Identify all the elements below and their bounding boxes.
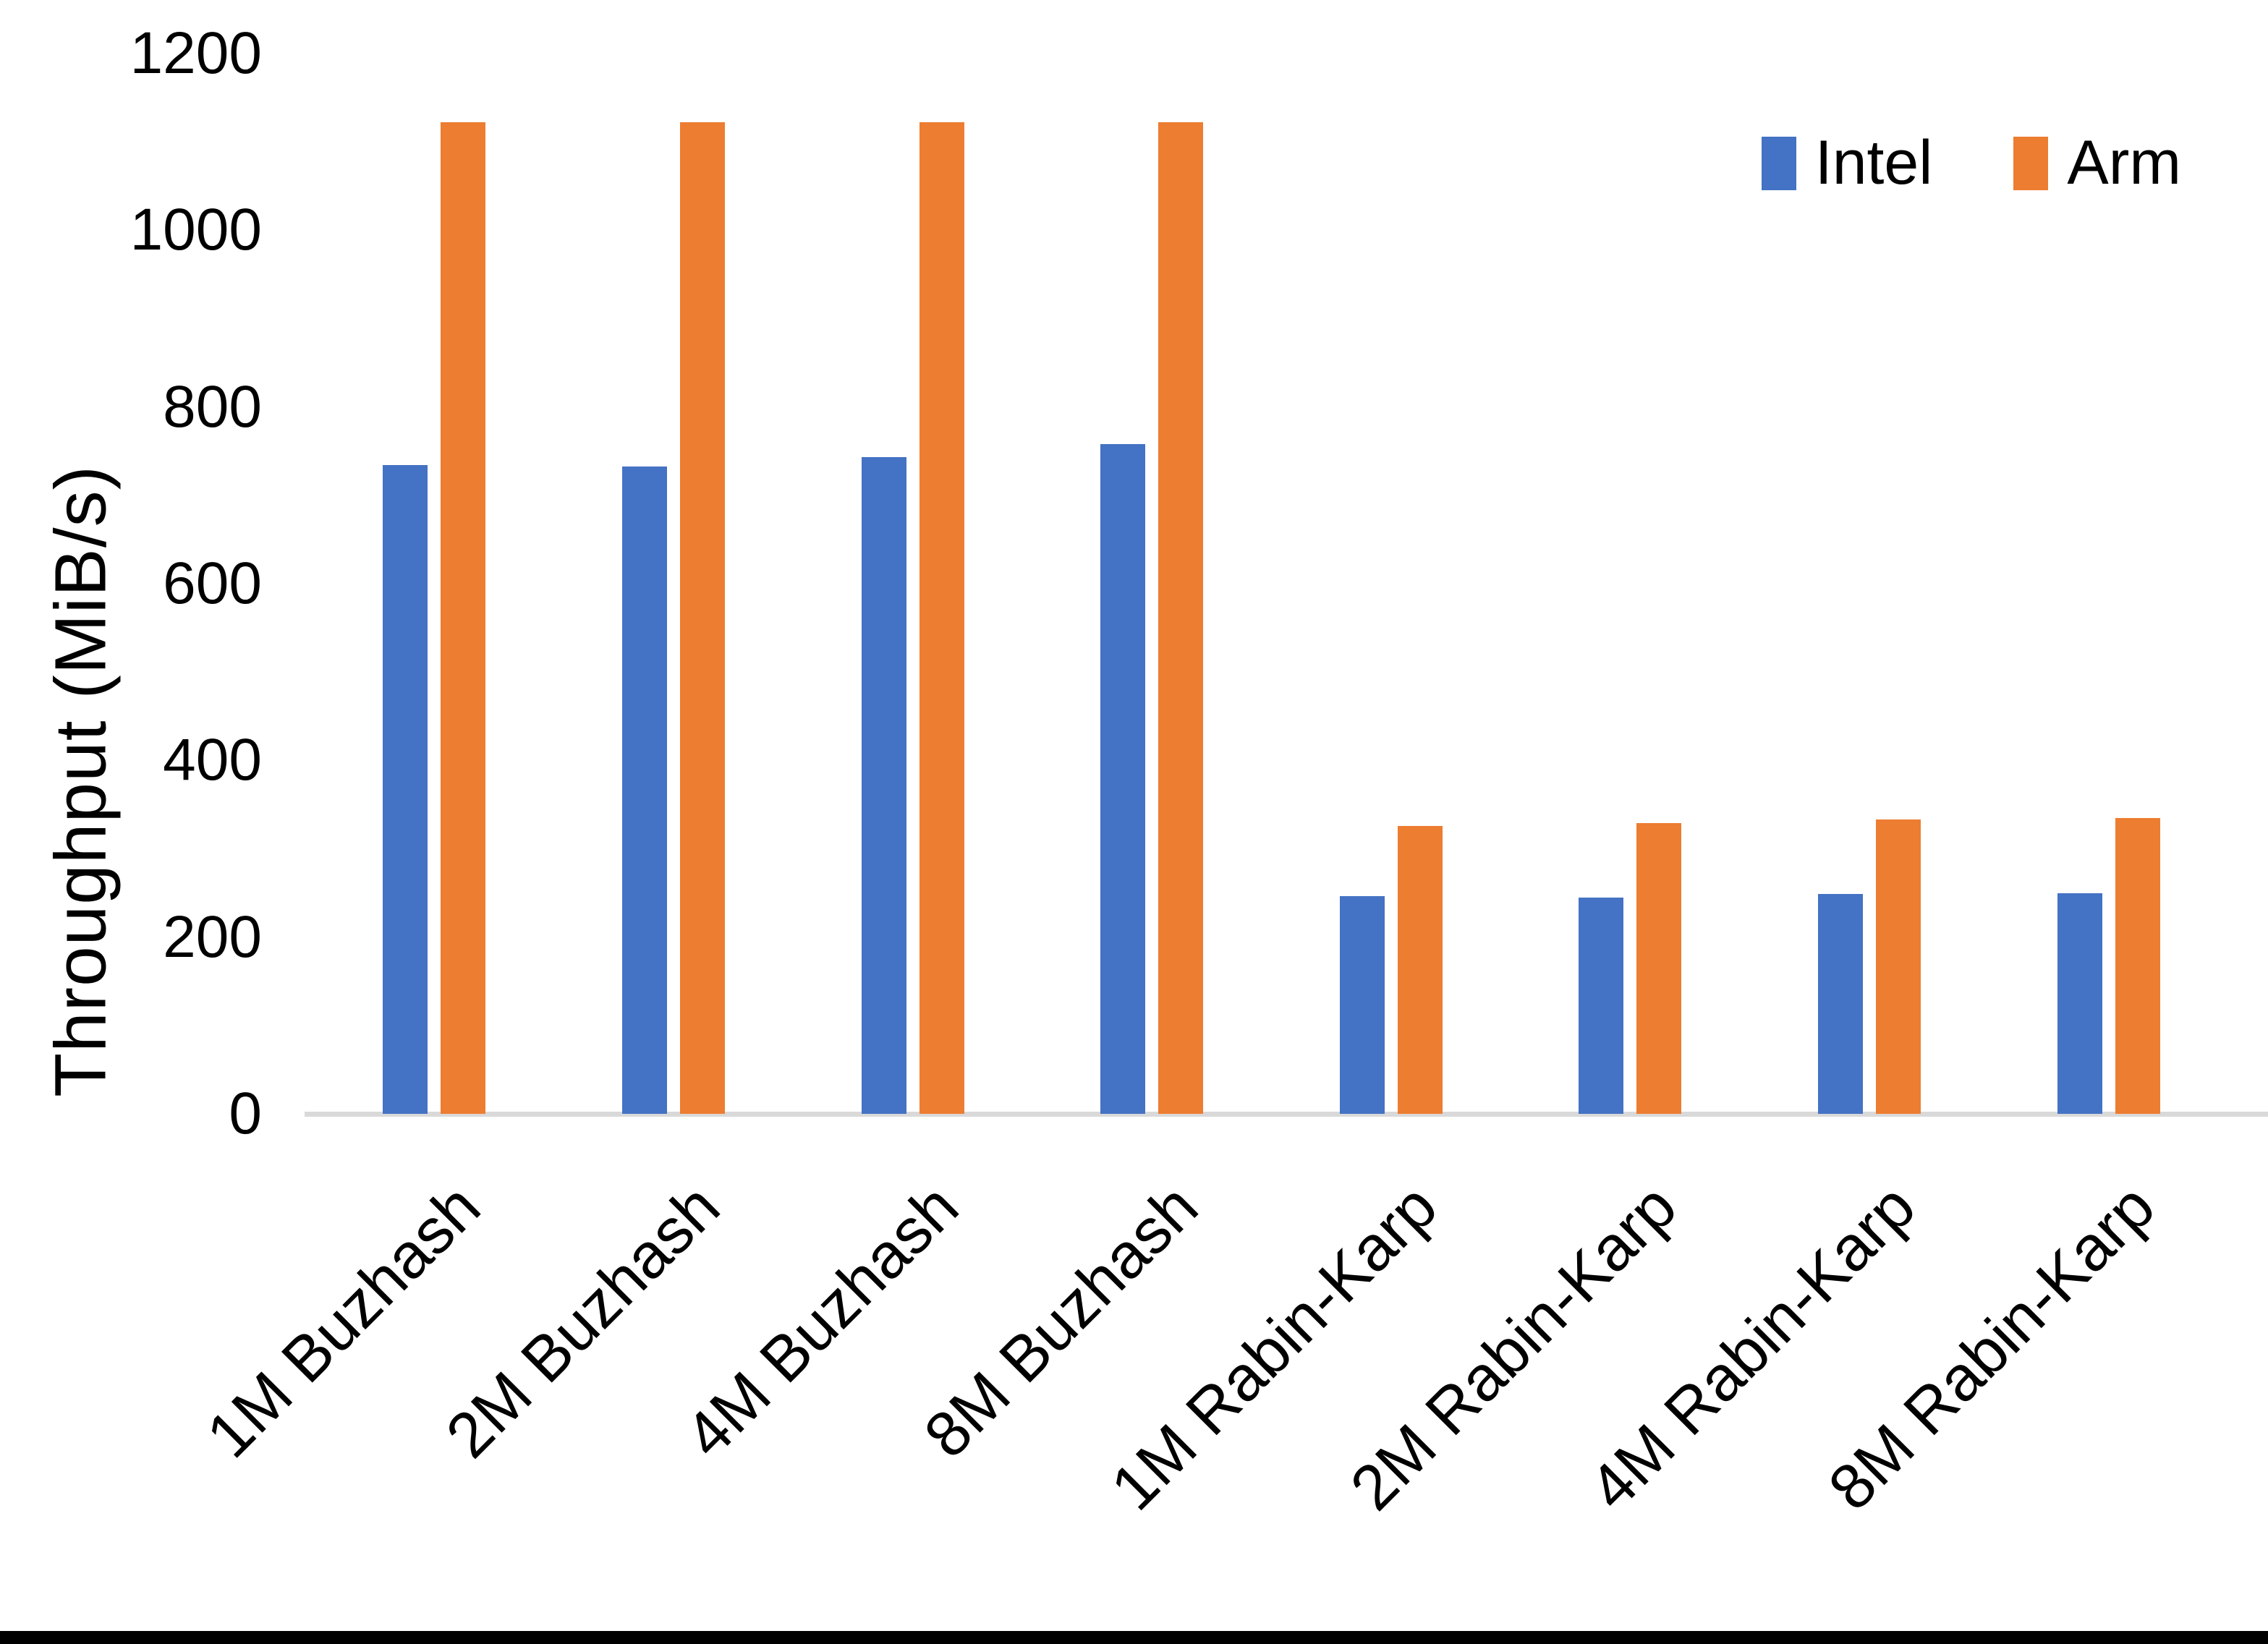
bottom-border-bar — [0, 1631, 2268, 1644]
bar-intel-1m-buzhash — [383, 465, 428, 1114]
legend-swatch-intel — [1761, 136, 1796, 190]
legend-swatch-arm — [2013, 136, 2049, 190]
y-tick-label-1000: 1000 — [129, 197, 262, 263]
bar-arm-1m-buzhash — [441, 122, 486, 1114]
bar-group-4m-buzhash — [793, 54, 1032, 1114]
bar-group-4m-rabin-karp — [1750, 54, 1989, 1114]
bar-intel-4m-rabin-karp — [1818, 893, 1864, 1114]
bar-intel-1m-rabin-karp — [1339, 896, 1385, 1114]
bar-group-2m-buzhash — [554, 54, 794, 1114]
legend-label-arm: Arm — [2067, 128, 2181, 197]
y-tick-label-1200: 1200 — [129, 20, 262, 86]
bar-arm-4m-buzhash — [919, 122, 964, 1114]
bar-arm-1m-rabin-karp — [1397, 825, 1443, 1114]
x-axis-line — [305, 1112, 2268, 1117]
bar-arm-2m-rabin-karp — [1636, 823, 1682, 1114]
bar-group-8m-buzhash — [1032, 54, 1272, 1114]
bar-arm-4m-rabin-karp — [1876, 819, 1921, 1114]
legend-label-intel: Intel — [1814, 128, 1933, 197]
bar-intel-8m-buzhash — [1100, 443, 1146, 1114]
bar-intel-2m-rabin-karp — [1579, 897, 1624, 1114]
bar-group-1m-rabin-karp — [1272, 54, 1511, 1114]
bar-group-2m-rabin-karp — [1511, 54, 1750, 1114]
y-axis-tick-labels: 0 200 400 600 800 1000 1200 — [0, 0, 262, 1230]
y-tick-label-600: 600 — [163, 550, 262, 616]
plot-area — [305, 54, 2268, 1117]
y-tick-label-200: 200 — [163, 903, 262, 970]
legend-item-arm: Arm — [2013, 127, 2181, 199]
bar-intel-8m-rabin-karp — [2057, 893, 2102, 1114]
y-tick-label-0: 0 — [229, 1081, 262, 1146]
y-tick-label-800: 800 — [163, 373, 262, 440]
bar-arm-2m-buzhash — [679, 122, 725, 1114]
bar-arm-8m-rabin-karp — [2115, 817, 2160, 1114]
bar-arm-8m-buzhash — [1158, 122, 1204, 1114]
bar-group-8m-rabin-karp — [1989, 54, 2228, 1114]
y-tick-label-400: 400 — [163, 727, 262, 793]
bar-intel-2m-buzhash — [621, 466, 667, 1114]
bar-intel-4m-buzhash — [861, 457, 906, 1114]
legend-item-intel: Intel — [1761, 127, 1933, 199]
legend: Intel Arm — [1761, 127, 2181, 199]
bar-group-1m-buzhash — [315, 54, 554, 1114]
